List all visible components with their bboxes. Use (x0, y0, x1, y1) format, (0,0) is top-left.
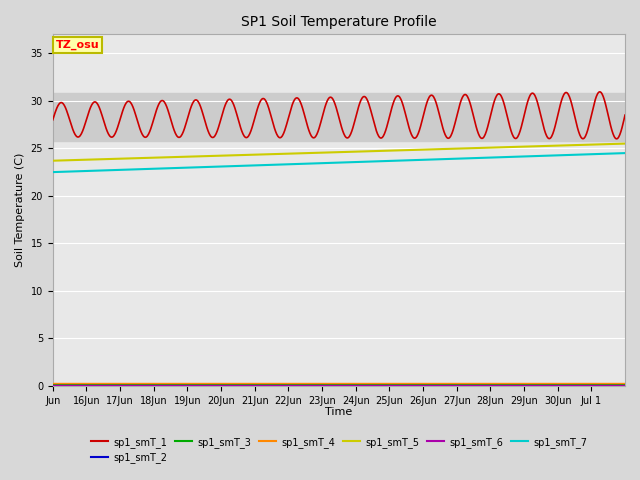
Line: sp1_smT_5: sp1_smT_5 (52, 144, 625, 161)
sp1_smT_2 (495, 381, 503, 387)
sp1_smT_7 (301, 161, 308, 167)
sp1_smT_6 (49, 382, 56, 388)
sp1_smT_1 (442, 133, 449, 139)
sp1_smT_6 (506, 382, 513, 388)
Line: sp1_smT_7: sp1_smT_7 (52, 153, 625, 172)
sp1_smT_5 (301, 150, 308, 156)
sp1_smT_1 (49, 117, 56, 123)
Legend: sp1_smT_1, sp1_smT_2, sp1_smT_3, sp1_smT_4, sp1_smT_5, sp1_smT_6, sp1_smT_7: sp1_smT_1, sp1_smT_2, sp1_smT_3, sp1_smT… (86, 433, 591, 468)
sp1_smT_6 (280, 382, 288, 388)
sp1_smT_2 (506, 381, 513, 387)
Line: sp1_smT_1: sp1_smT_1 (52, 92, 625, 139)
sp1_smT_5 (442, 146, 449, 152)
sp1_smT_1 (596, 89, 604, 95)
sp1_smT_2 (280, 381, 288, 387)
sp1_smT_1 (280, 129, 288, 135)
sp1_smT_2 (442, 381, 449, 387)
sp1_smT_3 (621, 381, 629, 387)
sp1_smT_3 (301, 381, 308, 387)
sp1_smT_6 (495, 382, 503, 388)
sp1_smT_4 (506, 380, 513, 386)
sp1_smT_2 (621, 381, 629, 387)
Bar (52, 93, 625, 141)
sp1_smT_2 (301, 381, 308, 387)
X-axis label: Time: Time (325, 407, 353, 417)
sp1_smT_6 (301, 382, 308, 388)
sp1_smT_5 (495, 144, 503, 150)
sp1_smT_5 (506, 144, 513, 150)
sp1_smT_3 (108, 381, 115, 387)
sp1_smT_7 (108, 168, 115, 173)
sp1_smT_3 (506, 381, 513, 387)
sp1_smT_4 (621, 380, 629, 386)
sp1_smT_6 (108, 382, 115, 388)
sp1_smT_6 (442, 382, 449, 388)
sp1_smT_5 (621, 141, 629, 146)
sp1_smT_4 (49, 380, 56, 386)
sp1_smT_7 (49, 169, 56, 175)
Title: SP1 Soil Temperature Profile: SP1 Soil Temperature Profile (241, 15, 436, 29)
sp1_smT_1 (301, 113, 308, 119)
Text: TZ_osu: TZ_osu (56, 40, 99, 50)
sp1_smT_4 (495, 380, 503, 386)
sp1_smT_5 (49, 158, 56, 164)
sp1_smT_5 (108, 156, 115, 162)
Y-axis label: Soil Temperature (C): Soil Temperature (C) (15, 153, 25, 267)
sp1_smT_7 (442, 156, 449, 162)
sp1_smT_2 (49, 381, 56, 387)
sp1_smT_7 (495, 155, 503, 160)
sp1_smT_5 (280, 151, 288, 156)
sp1_smT_6 (621, 382, 629, 388)
sp1_smT_7 (280, 162, 288, 168)
sp1_smT_1 (495, 91, 503, 97)
sp1_smT_4 (108, 380, 115, 386)
sp1_smT_3 (495, 381, 503, 387)
sp1_smT_1 (612, 136, 620, 142)
sp1_smT_3 (280, 381, 288, 387)
sp1_smT_4 (280, 380, 288, 386)
sp1_smT_3 (49, 381, 56, 387)
sp1_smT_2 (108, 381, 115, 387)
sp1_smT_7 (506, 154, 513, 160)
sp1_smT_3 (442, 381, 449, 387)
sp1_smT_1 (621, 112, 629, 118)
sp1_smT_4 (442, 380, 449, 386)
sp1_smT_1 (108, 134, 115, 140)
sp1_smT_7 (621, 150, 629, 156)
sp1_smT_1 (506, 122, 513, 128)
sp1_smT_4 (301, 380, 308, 386)
